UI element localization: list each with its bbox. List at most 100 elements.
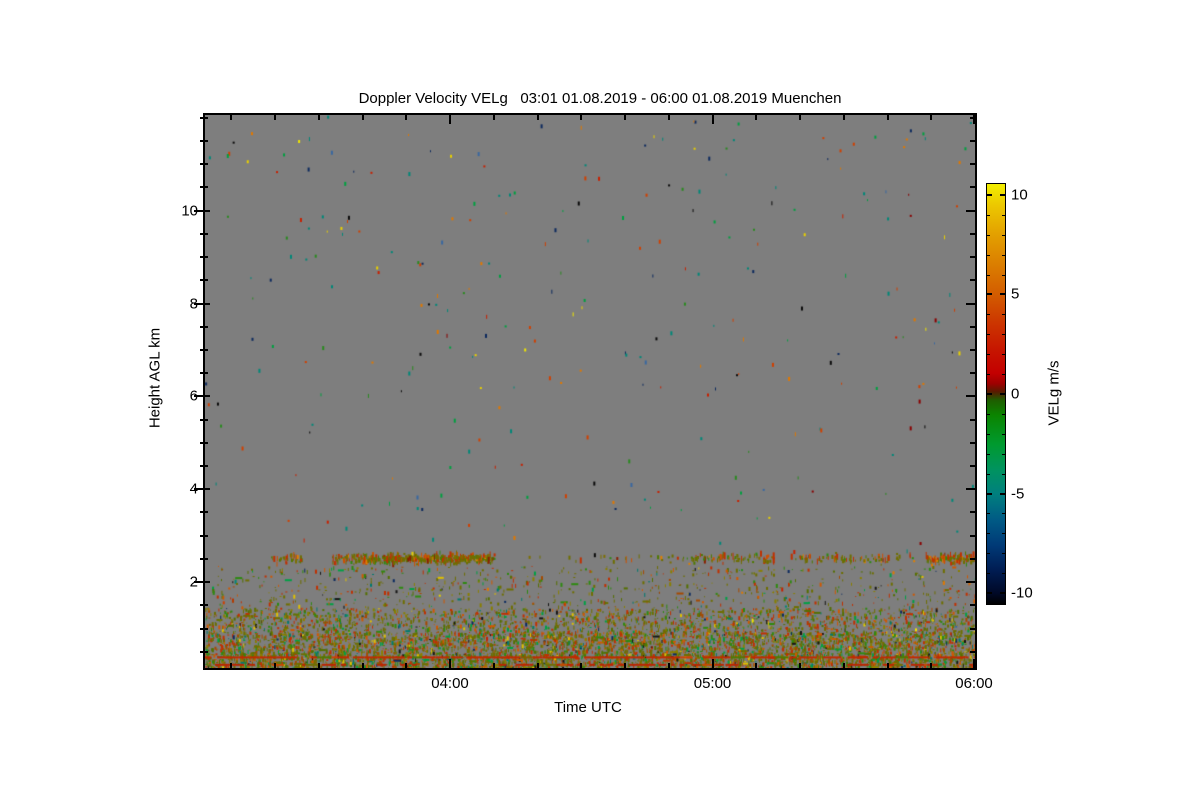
x-minor-tick — [230, 663, 233, 668]
y-minor-tick — [200, 534, 208, 537]
y-minor-tick — [200, 186, 208, 189]
y-minor-tick-right — [970, 116, 975, 119]
y-minor-tick-right — [970, 604, 975, 607]
colorbar-minor-tick-right — [1002, 354, 1005, 356]
colorbar-minor-tick — [987, 413, 990, 415]
colorbar-minor-tick — [987, 234, 990, 236]
y-minor-tick — [200, 627, 208, 630]
y-major-tick — [194, 302, 210, 305]
x-minor-tick — [317, 663, 320, 668]
y-minor-tick — [200, 650, 208, 653]
y-major-tick — [194, 581, 210, 584]
colorbar-minor-tick-right — [1002, 214, 1005, 216]
y-minor-tick-right — [970, 418, 975, 421]
colorbar-minor-tick — [987, 513, 990, 515]
colorbar-minor-tick — [987, 214, 990, 216]
colorbar-minor-tick-right — [1002, 473, 1005, 475]
colorbar-major-tick-right — [1000, 492, 1005, 495]
y-minor-tick-right — [970, 511, 975, 514]
y-tick-label: 10 — [181, 202, 198, 220]
colorbar-major-tick — [987, 592, 992, 595]
x-minor-tick — [667, 663, 670, 668]
y-minor-tick-right — [970, 465, 975, 468]
colorbar-title: VELg m/s — [1045, 360, 1063, 426]
x-major-tick-top — [449, 115, 451, 124]
y-tick-label: 6 — [189, 387, 198, 405]
y-minor-tick — [200, 279, 208, 282]
x-minor-tick-top — [799, 115, 801, 120]
x-minor-tick — [274, 663, 276, 668]
colorbar-major-tick — [987, 393, 992, 395]
y-minor-tick-right — [970, 650, 975, 653]
y-major-tick-right — [966, 209, 975, 212]
colorbar-minor-tick — [987, 254, 990, 256]
colorbar-minor-tick-right — [1002, 453, 1005, 455]
x-minor-tick-top — [492, 115, 495, 120]
colorbar-minor-tick-right — [1002, 533, 1005, 535]
y-minor-tick-right — [970, 186, 975, 189]
y-major-tick — [194, 209, 210, 212]
x-major-tick-top — [711, 115, 714, 124]
colorbar-minor-tick — [987, 553, 990, 555]
x-minor-tick — [799, 663, 801, 668]
x-minor-tick — [624, 663, 626, 668]
y-minor-tick — [200, 116, 208, 119]
y-minor-tick — [200, 163, 208, 166]
colorbar-minor-tick — [987, 334, 990, 336]
y-major-tick-right — [966, 581, 975, 584]
y-minor-tick — [200, 325, 208, 328]
colorbar-minor-tick-right — [1002, 573, 1005, 575]
x-minor-tick — [536, 663, 539, 668]
colorbar-major-tick-right — [1000, 592, 1005, 595]
velocity-heatmap-canvas — [205, 115, 975, 668]
colorbar-tick-label: 0 — [1011, 385, 1020, 403]
colorbar-major-tick — [987, 492, 992, 495]
colorbar-tick-label: 5 — [1011, 285, 1020, 303]
x-minor-tick-top — [536, 115, 539, 120]
x-minor-tick — [755, 663, 758, 668]
y-minor-tick — [200, 140, 208, 142]
colorbar-minor-tick-right — [1002, 314, 1005, 316]
colorbar-major-tick-right — [1000, 293, 1005, 296]
x-major-tick-top — [973, 115, 975, 124]
x-axis-title: Time UTC — [554, 699, 622, 716]
colorbar-minor-tick-right — [1002, 274, 1005, 276]
y-tick-label: 8 — [189, 295, 198, 312]
y-tick-label: 4 — [189, 480, 198, 498]
x-minor-tick-top — [667, 115, 670, 120]
x-minor-tick-top — [886, 115, 889, 120]
colorbar-minor-tick — [987, 314, 990, 316]
colorbar-minor-tick-right — [1002, 553, 1005, 555]
y-minor-tick-right — [970, 140, 975, 142]
y-major-tick-right — [966, 302, 975, 305]
y-minor-tick — [200, 557, 208, 560]
y-tick-label: 2 — [189, 573, 198, 591]
colorbar-major-tick — [987, 193, 992, 196]
y-axis-title: Height AGL km — [146, 327, 164, 429]
chart-title: Doppler Velocity VELg 03:01 01.08.2019 -… — [358, 90, 842, 107]
y-major-tick — [194, 395, 210, 398]
x-major-tick — [711, 659, 714, 668]
y-minor-tick — [200, 604, 208, 607]
colorbar-minor-tick-right — [1002, 254, 1005, 256]
x-minor-tick — [580, 663, 583, 668]
y-minor-tick-right — [970, 534, 975, 537]
colorbar-minor-tick — [987, 573, 990, 575]
colorbar-minor-tick — [987, 354, 990, 356]
colorbar-minor-tick — [987, 473, 990, 475]
y-minor-tick — [200, 511, 208, 514]
colorbar-minor-tick-right — [1002, 334, 1005, 336]
colorbar-minor-tick — [987, 274, 990, 276]
x-minor-tick-top — [930, 115, 933, 120]
x-minor-tick-top — [624, 115, 626, 120]
x-minor-tick-top — [580, 115, 583, 120]
colorbar-major-tick-right — [1000, 193, 1005, 196]
x-minor-tick — [930, 663, 933, 668]
y-minor-tick-right — [970, 325, 975, 328]
colorbar-major-tick — [987, 293, 992, 296]
colorbar-tick-label: 10 — [1011, 186, 1028, 204]
y-minor-tick-right — [970, 256, 975, 259]
x-minor-tick-top — [755, 115, 758, 120]
y-minor-tick-right — [970, 627, 975, 630]
